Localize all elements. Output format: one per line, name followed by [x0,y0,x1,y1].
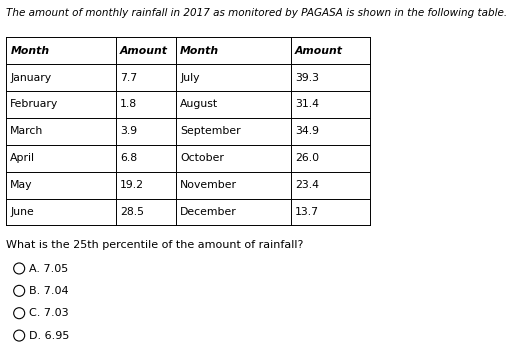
Text: 28.5: 28.5 [120,207,144,217]
Text: 3.9: 3.9 [120,126,137,136]
Text: C. 7.03: C. 7.03 [29,308,69,318]
Text: Amount: Amount [295,46,343,56]
Text: A. 7.05: A. 7.05 [29,264,68,274]
Text: June: June [10,207,34,217]
Text: January: January [10,72,52,83]
Text: Month: Month [180,46,219,56]
Text: B. 7.04: B. 7.04 [29,286,69,296]
Text: 26.0: 26.0 [295,153,319,163]
Text: October: October [180,153,224,163]
Text: 39.3: 39.3 [295,72,319,83]
Text: Amount: Amount [120,46,168,56]
Text: March: March [10,126,44,136]
Text: D. 6.95: D. 6.95 [29,331,70,341]
Text: May: May [10,180,33,190]
Text: February: February [10,99,59,109]
Text: December: December [180,207,237,217]
Text: Month: Month [10,46,49,56]
Text: 23.4: 23.4 [295,180,319,190]
Text: 34.9: 34.9 [295,126,319,136]
Text: July: July [180,72,200,83]
Text: The amount of monthly rainfall in 2017 as monitored by PAGASA is shown in the fo: The amount of monthly rainfall in 2017 a… [6,8,507,18]
Text: 31.4: 31.4 [295,99,319,109]
Text: November: November [180,180,237,190]
Text: 7.7: 7.7 [120,72,137,83]
Text: August: August [180,99,218,109]
Text: 1.8: 1.8 [120,99,137,109]
Text: 19.2: 19.2 [120,180,144,190]
Text: April: April [10,153,36,163]
Text: 13.7: 13.7 [295,207,319,217]
Text: What is the 25th percentile of the amount of rainfall?: What is the 25th percentile of the amoun… [6,240,303,250]
Text: 6.8: 6.8 [120,153,137,163]
Text: September: September [180,126,241,136]
